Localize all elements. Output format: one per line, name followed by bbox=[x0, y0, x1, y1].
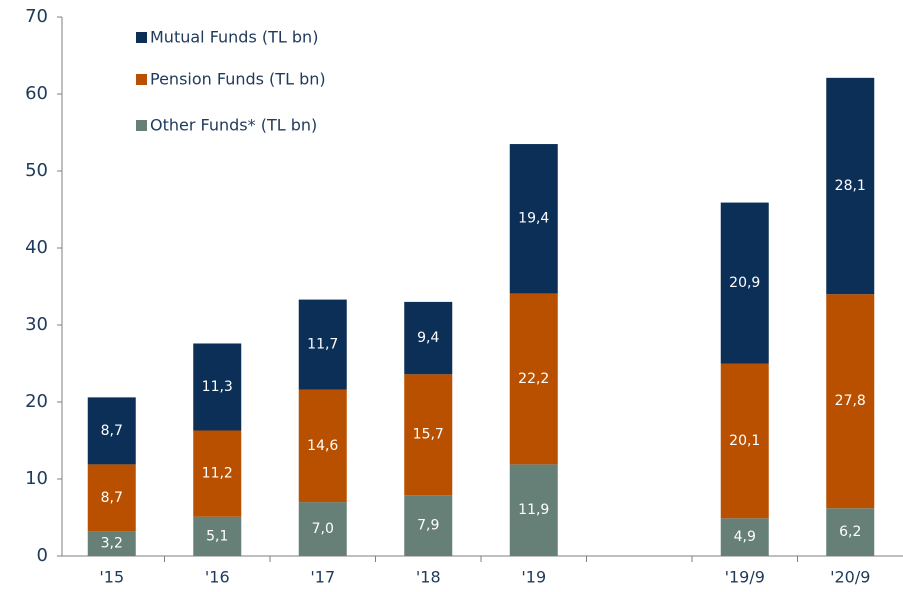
y-tick-label: 50 bbox=[25, 160, 48, 181]
value-label: 15,7 bbox=[413, 427, 444, 443]
bar-segment bbox=[720, 363, 769, 519]
y-tick-label: 0 bbox=[37, 545, 48, 566]
value-label: 8,7 bbox=[101, 423, 123, 439]
legend-label: Mutual Funds (TL bn) bbox=[150, 28, 318, 47]
x-tick-label: '19 bbox=[521, 568, 546, 587]
value-label: 8,7 bbox=[101, 490, 123, 506]
x-tick-label: '16 bbox=[205, 568, 230, 587]
value-label: 11,7 bbox=[307, 337, 338, 353]
value-label: 20,1 bbox=[729, 433, 760, 449]
bar-segment bbox=[720, 518, 769, 556]
y-tick-label: 60 bbox=[25, 83, 48, 104]
value-label: 14,6 bbox=[307, 438, 338, 454]
value-label: 7,0 bbox=[312, 521, 334, 537]
legend-label: Pension Funds (TL bn) bbox=[150, 70, 326, 89]
x-tick-label: '19/9 bbox=[725, 568, 765, 587]
bar-segment bbox=[298, 299, 347, 390]
x-tick-label: '20/9 bbox=[830, 568, 870, 587]
bar-segment bbox=[404, 374, 453, 496]
value-label: 11,9 bbox=[518, 502, 549, 518]
legend-swatch bbox=[136, 32, 147, 43]
bar-segment bbox=[193, 343, 242, 431]
bar-segment bbox=[720, 202, 769, 364]
value-label: 7,9 bbox=[417, 518, 439, 534]
value-label: 22,2 bbox=[518, 371, 549, 387]
bar-segment bbox=[404, 495, 453, 556]
x-tick-label: '18 bbox=[416, 568, 441, 587]
x-tick-label: '15 bbox=[99, 568, 124, 587]
bar-segment bbox=[509, 144, 558, 294]
y-tick-label: 30 bbox=[25, 314, 48, 335]
bar-segment bbox=[87, 397, 136, 465]
legend-label: Other Funds* (TL bn) bbox=[150, 116, 317, 135]
y-tick-label: 70 bbox=[25, 6, 48, 27]
value-label: 3,2 bbox=[101, 536, 123, 552]
bar-segment bbox=[298, 389, 347, 503]
bar-segment bbox=[298, 502, 347, 556]
x-tick-label: '17 bbox=[310, 568, 335, 587]
bar-segment bbox=[193, 516, 242, 556]
y-tick-label: 20 bbox=[25, 391, 48, 412]
value-label: 9,4 bbox=[417, 330, 439, 346]
value-label: 11,3 bbox=[202, 379, 233, 395]
legend-swatch bbox=[136, 120, 147, 131]
bar-segment bbox=[193, 430, 242, 517]
bar-segment bbox=[826, 77, 875, 295]
bar-segment bbox=[826, 294, 875, 509]
y-tick-label: 10 bbox=[25, 468, 48, 489]
y-tick-label: 40 bbox=[25, 237, 48, 258]
bar-segment bbox=[509, 464, 558, 556]
legend-swatch bbox=[136, 74, 147, 85]
bar-segment bbox=[87, 531, 136, 556]
bar-segment bbox=[509, 293, 558, 465]
value-label: 6,2 bbox=[839, 524, 861, 540]
value-label: 11,2 bbox=[202, 466, 233, 482]
value-label: 19,4 bbox=[518, 211, 549, 227]
bar-segment bbox=[826, 508, 875, 556]
bar-segment bbox=[404, 301, 453, 375]
value-label: 4,9 bbox=[734, 529, 756, 545]
bar-segment bbox=[87, 464, 136, 532]
value-label: 5,1 bbox=[206, 528, 228, 544]
value-label: 27,8 bbox=[835, 393, 866, 409]
value-label: 20,9 bbox=[729, 275, 760, 291]
value-label: 28,1 bbox=[835, 178, 866, 194]
